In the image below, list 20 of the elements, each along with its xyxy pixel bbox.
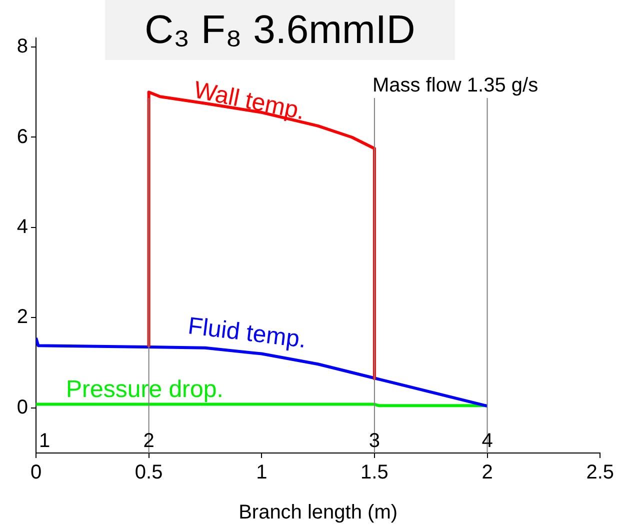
y-tick-label: 0 — [16, 396, 28, 418]
x-tick-label: 2.5 — [586, 462, 614, 484]
series-label: Pressure drop. — [66, 376, 224, 403]
chart-title: C₃ F₈ 3.6mmID — [105, 0, 455, 60]
x-tick-label: 1.5 — [360, 462, 388, 484]
text: Fluid temp. — [186, 312, 308, 354]
annotation: 1 — [39, 430, 50, 452]
x-axis-title: Branch length (m) — [238, 502, 398, 524]
annotation: 4 — [482, 430, 493, 452]
x-tick-label: 1 — [256, 462, 268, 484]
y-tick-label: 6 — [16, 126, 28, 148]
text: Wall temp. — [192, 76, 308, 126]
y-tick-label: 8 — [16, 36, 28, 58]
annotation: Mass flow 1.35 g/s — [372, 74, 538, 97]
y-tick-label: 2 — [16, 306, 28, 328]
y-tick-label: 4 — [16, 216, 28, 238]
x-tick-label: 2 — [482, 462, 493, 484]
annotation: 3 — [368, 430, 380, 452]
x-tick-label: 0.5 — [134, 462, 163, 484]
annotation: 2 — [143, 430, 154, 452]
